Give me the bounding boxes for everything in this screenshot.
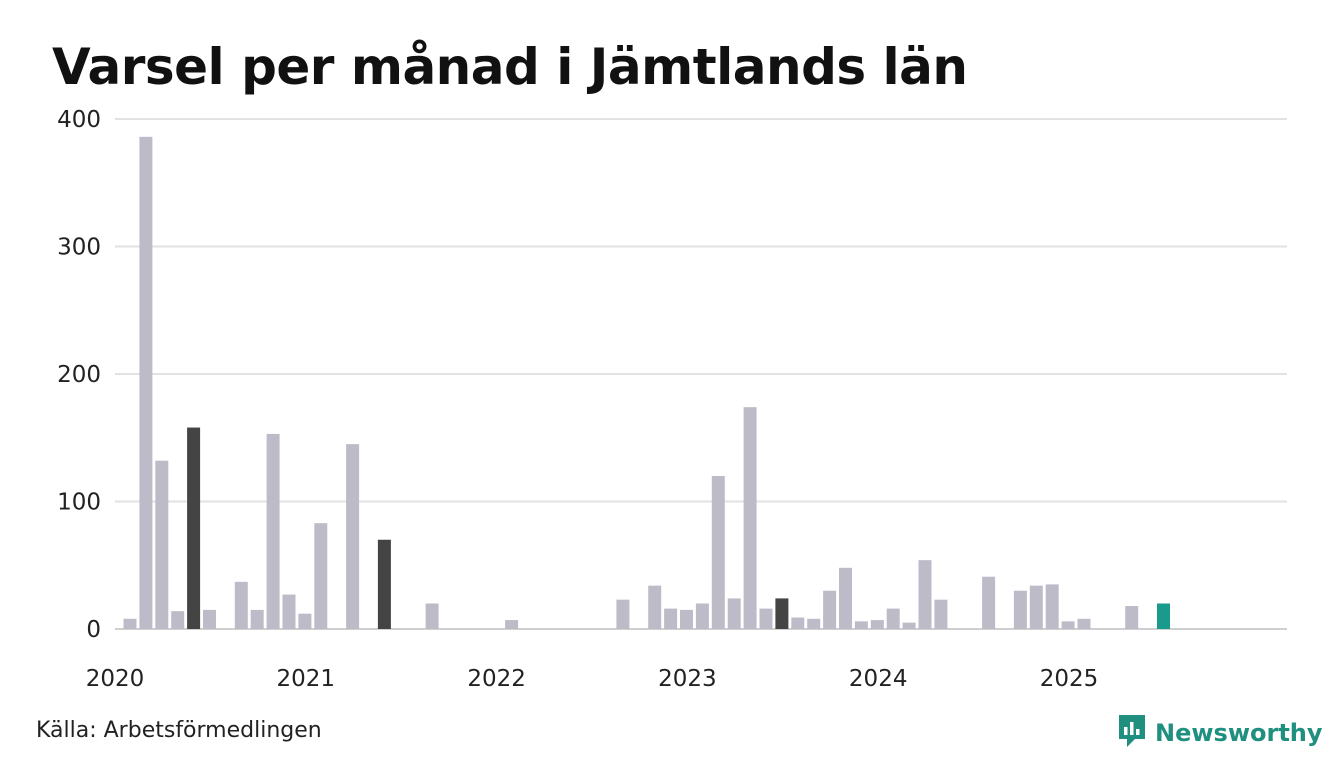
x-tick-label: 2025 (1040, 666, 1099, 692)
bar-2023-01 (695, 603, 709, 629)
y-tick-label: 200 (57, 362, 101, 388)
bar-2022-10 (648, 585, 662, 629)
bar-chart: 0 100 200 300 400 2020 2021 2022 2023 2024 2025 (57, 107, 1287, 692)
bar-2024-09 (1013, 590, 1027, 629)
bar-2021-05 (377, 539, 391, 629)
bar-2020-10 (266, 433, 280, 629)
bar-2020-01 (123, 618, 137, 629)
source-label: Källa: Arbetsförmedlingen (36, 718, 322, 743)
bar-2023-09 (823, 590, 837, 629)
bar-2024-02 (902, 622, 916, 629)
bar-2023-07 (791, 617, 805, 629)
bar-2024-10 (1029, 585, 1043, 629)
bar-2022-01 (505, 620, 519, 629)
x-tick-label: 2024 (849, 666, 908, 692)
bar-2023-11 (854, 621, 868, 629)
x-tick-label: 2022 (467, 666, 526, 692)
bar-2023-08 (807, 618, 821, 629)
bar-2024-11 (1045, 584, 1059, 629)
bar-2021-08 (425, 603, 439, 629)
bar-2025-06 (1157, 603, 1170, 629)
bar-2023-12 (870, 620, 884, 629)
bar-2023-05 (759, 608, 773, 629)
bar-2020-09 (250, 609, 264, 629)
chart-title: Varsel per månad i Jämtlands län (52, 38, 968, 96)
bar-2022-08 (616, 599, 630, 629)
x-tick-label: 2023 (658, 666, 717, 692)
y-tick-label: 400 (57, 107, 101, 133)
x-tick-label: 2020 (86, 666, 145, 692)
bar-2020-04 (171, 611, 185, 629)
bar-2023-02 (711, 476, 725, 629)
bar-2023-04 (743, 407, 757, 629)
y-tick-label: 300 (57, 235, 101, 261)
bar-2022-11 (664, 608, 678, 629)
y-tick-label: 100 (57, 490, 101, 516)
bar-2023-03 (727, 598, 741, 629)
bar-2020-06 (203, 609, 216, 629)
brand-name: Newsworthy (1155, 719, 1323, 747)
bar-2024-07 (982, 576, 996, 629)
bar-2022-12 (680, 609, 693, 629)
newsworthy-logo-icon (1117, 713, 1147, 753)
brand-logo[interactable]: Newsworthy (1117, 713, 1323, 753)
bar-2020-11 (282, 594, 296, 629)
bar-2020-03 (155, 460, 169, 629)
bar-2024-03 (918, 560, 932, 629)
bar-2020-12 (298, 613, 312, 629)
bar-2021-03 (346, 444, 360, 629)
bar-2021-01 (314, 523, 328, 629)
bar-2025-04 (1125, 606, 1139, 629)
bar-2023-10 (839, 567, 852, 629)
bar-2020-08 (234, 581, 248, 629)
x-tick-label: 2021 (277, 666, 336, 692)
bar-2023-06 (775, 598, 789, 629)
y-tick-label: 0 (86, 617, 101, 643)
bar-2020-05 (187, 427, 201, 629)
bar-2024-04 (934, 599, 948, 629)
bar-2020-02 (139, 136, 153, 629)
bar-2024-01 (886, 608, 900, 629)
bar-2025-01 (1077, 618, 1091, 629)
bar-2024-12 (1061, 621, 1075, 629)
